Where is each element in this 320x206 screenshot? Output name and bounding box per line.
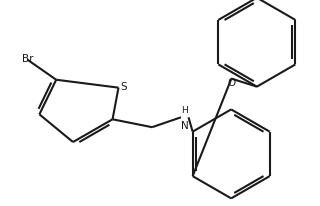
Text: H: H xyxy=(181,106,188,115)
Text: O: O xyxy=(227,77,235,87)
Text: S: S xyxy=(120,82,127,92)
Text: Br: Br xyxy=(22,54,33,64)
Text: N: N xyxy=(181,120,188,130)
